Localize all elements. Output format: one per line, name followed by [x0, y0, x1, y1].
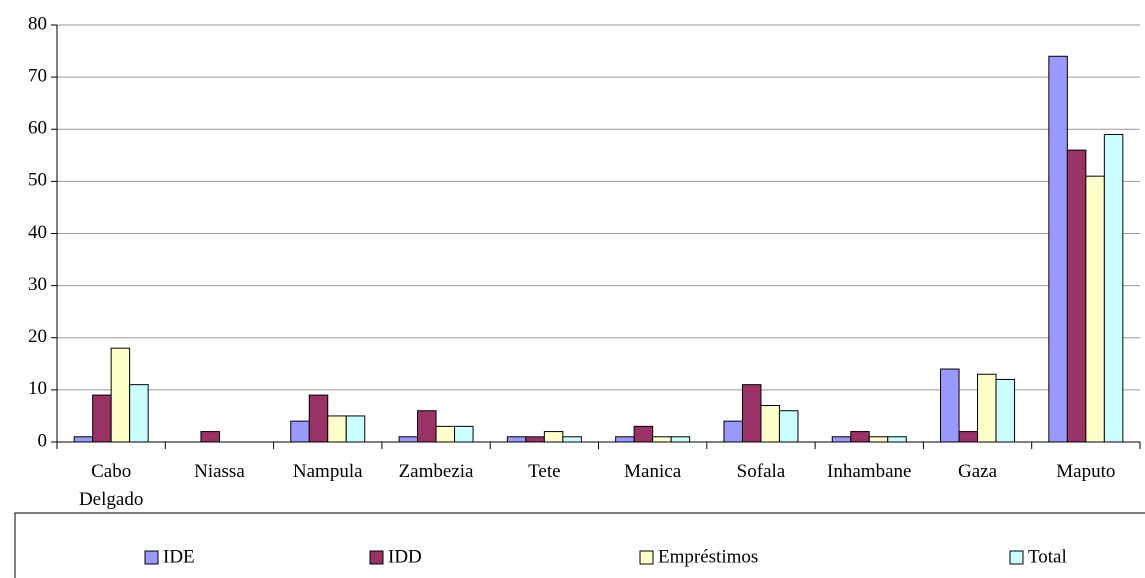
bar: [398, 436, 419, 443]
legend-box: [14, 512, 1145, 578]
bar: [435, 425, 456, 443]
bar: [778, 410, 799, 443]
y-tick-label: 70: [28, 65, 47, 86]
y-tick-label: 30: [28, 274, 47, 295]
legend-swatch: [639, 550, 654, 565]
bar: [290, 420, 310, 443]
bar: [200, 431, 220, 443]
x-tick-label: Manica: [624, 461, 682, 482]
x-tick-label: Sofala: [736, 461, 786, 482]
bar: [887, 436, 907, 443]
legend-label: Total: [1028, 546, 1067, 567]
bar: [110, 347, 131, 443]
y-tick-label: 80: [28, 13, 47, 34]
bar: [308, 394, 329, 443]
bar: [831, 436, 852, 443]
bar: [1066, 149, 1087, 443]
x-tick-label: Nampula: [292, 461, 363, 482]
legend-swatch: [1009, 550, 1024, 565]
bar: [92, 394, 112, 443]
x-tick-label: Tete: [528, 461, 561, 482]
bar: [868, 436, 889, 443]
bar: [327, 415, 347, 443]
bar: [977, 373, 997, 443]
bar: [760, 405, 780, 443]
bar: [525, 436, 545, 443]
y-tick-label: 0: [38, 430, 48, 451]
bar: [1085, 175, 1105, 443]
bar: [1103, 133, 1124, 443]
x-tick-label: Gaza: [958, 461, 998, 482]
x-tick-label: Zambezia: [398, 461, 474, 482]
y-tick-label: 10: [28, 378, 47, 399]
x-tick-label: Inhambane: [827, 461, 912, 482]
bar: [506, 436, 527, 443]
bar: [562, 436, 582, 443]
x-tick-label: Niassa: [194, 461, 245, 482]
x-tick-label: Cabo Delgado: [78, 461, 144, 510]
y-tick-label: 60: [28, 118, 47, 139]
bar: [958, 431, 979, 443]
bar: [454, 425, 474, 443]
bar: [615, 436, 635, 443]
legend-swatch: [144, 550, 159, 565]
bar: [850, 431, 870, 443]
bar: [723, 420, 743, 443]
bar: [670, 436, 691, 443]
bar: [741, 384, 762, 443]
bar: [652, 436, 672, 443]
bar: [633, 425, 654, 443]
bar: [543, 431, 564, 443]
bar: [129, 384, 149, 443]
x-tick-label: Maputo: [1056, 461, 1116, 482]
bar: [345, 415, 366, 443]
y-tick-label: 40: [28, 222, 47, 243]
y-tick-label: 50: [28, 170, 47, 191]
bar: [417, 410, 437, 443]
y-tick-label: 20: [28, 326, 47, 347]
legend-label: IDD: [388, 546, 422, 567]
bar: [1048, 55, 1068, 443]
bar: [995, 378, 1016, 443]
legend-label: Empréstimos: [658, 546, 758, 567]
legend-swatch: [369, 550, 384, 565]
bar: [73, 436, 94, 443]
legend-label: IDE: [163, 546, 195, 567]
bar: [940, 368, 960, 443]
